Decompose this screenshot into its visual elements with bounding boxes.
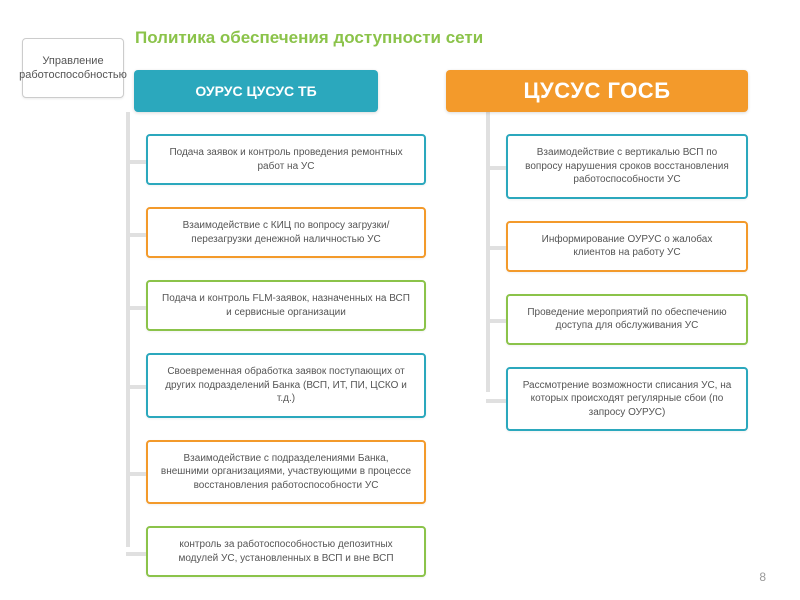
list-item: Своевременная обработка заявок поступающ… (146, 353, 426, 418)
item-text: Взаимодействие с подразделениями Банка, … (146, 440, 426, 505)
list-item: Информирование ОУРУС о жалобах клиентов … (506, 221, 748, 272)
list-item: контроль за работоспособностью депозитны… (146, 526, 426, 577)
connector-stub (126, 160, 146, 164)
item-text: Проведение мероприятий по обеспечению до… (506, 294, 748, 345)
item-text: Взаимодействие с КИЦ по вопросу загрузки… (146, 207, 426, 258)
connector-stub (126, 306, 146, 310)
item-text: Взаимодействие с вертикалью ВСП по вопро… (506, 134, 748, 199)
list-item: Проведение мероприятий по обеспечению до… (506, 294, 748, 345)
list-item: Взаимодействие с КИЦ по вопросу загрузки… (146, 207, 426, 258)
list-item: Подача и контроль FLM-заявок, назначенны… (146, 280, 426, 331)
item-text: Подача и контроль FLM-заявок, назначенны… (146, 280, 426, 331)
item-text: контроль за работоспособностью депозитны… (146, 526, 426, 577)
connector-stub (486, 319, 506, 323)
item-text: Подача заявок и контроль проведения ремо… (146, 134, 426, 185)
connector-stub (126, 552, 146, 556)
connector-stub (126, 385, 146, 389)
item-text: Рассмотрение возможности списания УС, на… (506, 367, 748, 432)
list-item: Взаимодействие с вертикалью ВСП по вопро… (506, 134, 748, 199)
list-item: Подача заявок и контроль проведения ремо… (146, 134, 426, 185)
column-right-header: ЦУСУС ГОСБ (446, 70, 748, 112)
list-item: Рассмотрение возможности списания УС, на… (506, 367, 748, 432)
column-left: ОУРУС ЦУСУС ТБ Подача заявок и контроль … (86, 70, 426, 577)
item-text: Информирование ОУРУС о жалобах клиентов … (506, 221, 748, 272)
connector-stub (486, 246, 506, 250)
list-item: Взаимодействие с подразделениями Банка, … (146, 440, 426, 505)
connector-stub (486, 399, 506, 403)
page-number: 8 (759, 570, 766, 584)
connector-stub (486, 166, 506, 170)
column-left-header: ОУРУС ЦУСУС ТБ (134, 70, 378, 112)
column-right: ЦУСУС ГОСБ Взаимодействие с вертикалью В… (446, 70, 748, 431)
page-title: Политика обеспечения доступности сети (135, 28, 483, 48)
connector-stub (126, 233, 146, 237)
item-text: Своевременная обработка заявок поступающ… (146, 353, 426, 418)
connector-stub (126, 472, 146, 476)
